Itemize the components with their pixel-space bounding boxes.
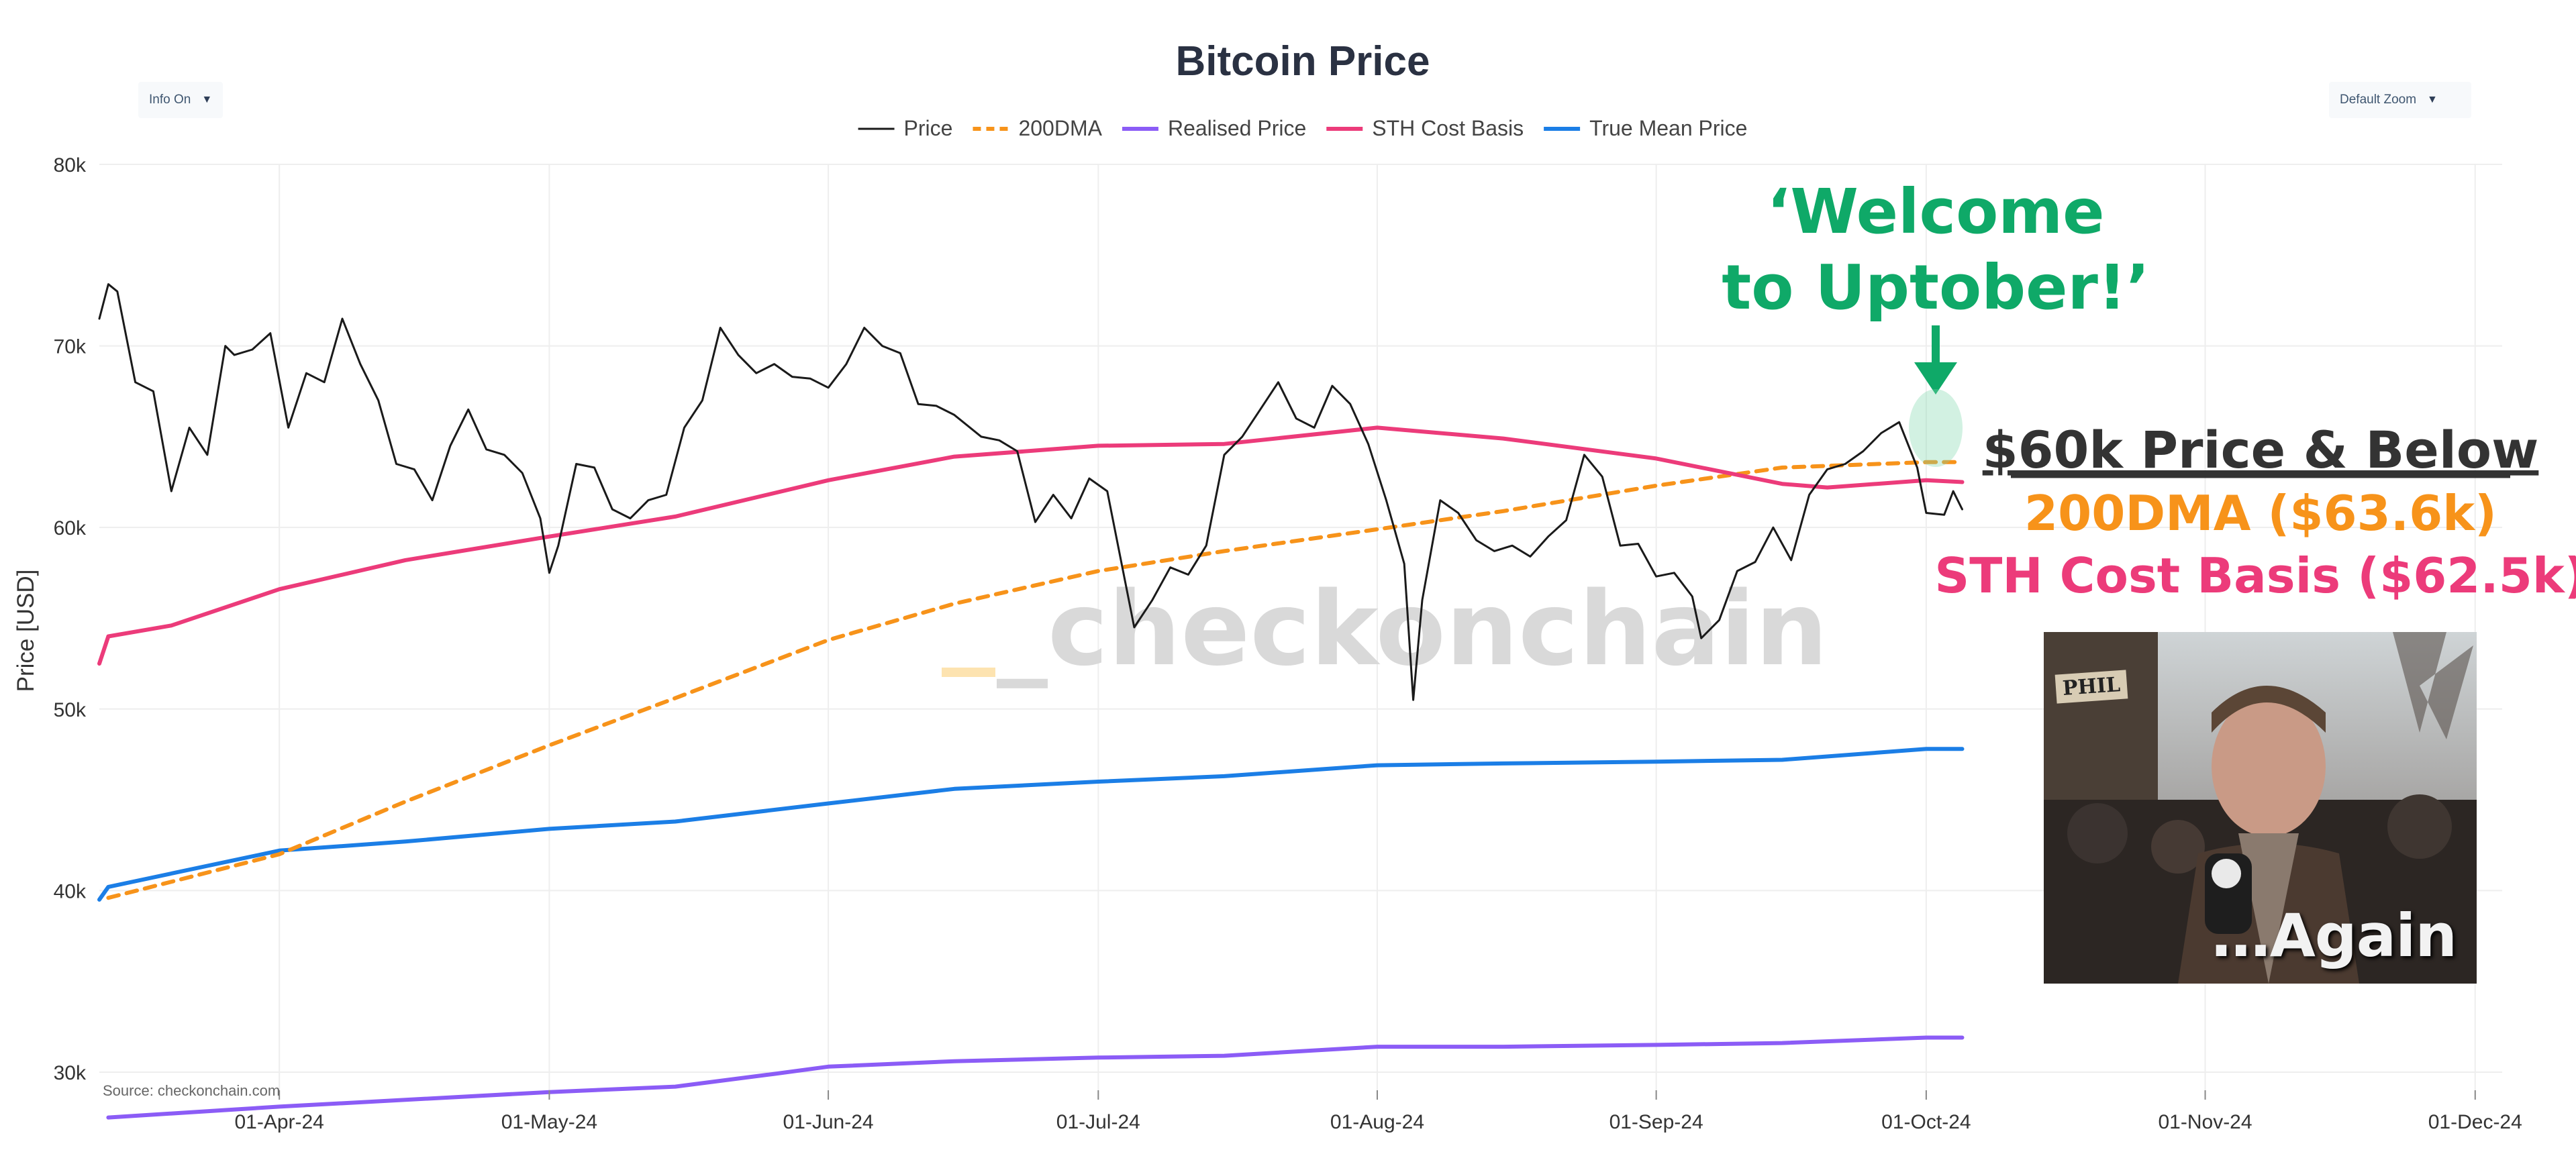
meme-photo: PHIL …Again <box>2044 632 2477 984</box>
chevron-down-icon: ▼ <box>2427 94 2438 105</box>
info-toggle-dropdown[interactable]: Info On ▼ <box>138 82 224 118</box>
photo-caption: …Again <box>2211 901 2457 970</box>
x-tick-label: 01-Apr-24 <box>234 1111 324 1133</box>
legend-label: Realised Price <box>1168 116 1306 140</box>
y-axis-label: Price [USD] <box>13 570 39 692</box>
welcome-line-2: to Uptober!’ <box>1722 252 2150 323</box>
series-line-sth-cost-basis <box>97 425 1965 666</box>
welcome-line-1: ‘Welcome <box>1767 176 2104 248</box>
x-tick-label: 01-Oct-24 <box>1881 1111 1971 1133</box>
x-tick-label: 01-Jul-24 <box>1056 1111 1140 1133</box>
legend-item-sth-cost-basis[interactable]: STH Cost Basis <box>1326 116 1524 140</box>
zoom-dropdown-label: Default Zoom <box>2340 93 2417 107</box>
x-tick-label: 01-Sep-24 <box>1609 1111 1703 1133</box>
legend-label: Price <box>904 116 953 140</box>
series-line-true-mean-price <box>97 747 1965 902</box>
y-tick-label: 50k <box>54 699 87 721</box>
legend-item-price[interactable]: Price <box>858 116 953 140</box>
legend-item-realised-price[interactable]: Realised Price <box>1122 116 1306 140</box>
x-tick-label: 01-Jun-24 <box>783 1111 874 1133</box>
x-axis-ticks: 01-Apr-24 01-May-24 01-Jun-24 01-Jul-24 01-A… <box>234 1090 2522 1133</box>
y-tick-label: 80k <box>54 154 87 176</box>
legend-item-true-mean-price[interactable]: True Mean Price <box>1544 116 1747 140</box>
watermark-bar <box>942 668 995 677</box>
x-tick-label: 01-Dec-24 <box>2428 1111 2522 1133</box>
chart-series <box>97 283 1965 1120</box>
dma-value-text: 200DMA ($63.6k) <box>2024 485 2497 541</box>
y-tick-label: 30k <box>54 1062 87 1084</box>
x-tick-label: 01-Aug-24 <box>1330 1111 1424 1133</box>
y-tick-label: 60k <box>54 517 87 539</box>
sth-value-text: STH Cost Basis ($62.5k) <box>1934 547 2576 604</box>
y-tick-label: 70k <box>54 336 87 358</box>
y-axis-ticks: 30k 40k 50k 60k 70k 80k <box>54 154 87 1084</box>
watermark: _checkonchain <box>942 570 1828 688</box>
watermark-text: _checkonchain <box>997 570 1828 688</box>
legend-label: STH Cost Basis <box>1372 116 1524 140</box>
info-toggle-label: Info On <box>149 93 191 107</box>
arrow-head <box>1914 362 1957 395</box>
meme-photo-illustration <box>2044 632 2477 984</box>
chart-title: Bitcoin Price <box>1176 38 1430 85</box>
y-tick-label: 40k <box>54 880 87 902</box>
zoom-dropdown[interactable]: Default Zoom ▼ <box>2329 82 2471 118</box>
x-tick-label: 01-May-24 <box>501 1111 597 1133</box>
chevron-down-icon: ▼ <box>201 94 213 105</box>
highlight-ellipse <box>1909 389 1963 467</box>
x-tick-label: 01-Nov-24 <box>2158 1111 2252 1133</box>
legend: Price 200DMA Realised Price STH Cost Basis T… <box>858 116 1747 140</box>
source-note: Source: checkonchain.com <box>103 1082 280 1099</box>
phil-sign: PHIL <box>2054 670 2128 704</box>
headline-text: $60k Price & Below <box>1983 420 2539 480</box>
welcome-arrow <box>1914 325 1957 395</box>
legend-label: True Mean Price <box>1589 116 1747 140</box>
series-line-price <box>98 283 1963 701</box>
series-line-realised-price <box>106 1035 1965 1120</box>
legend-item-200dma[interactable]: 200DMA <box>973 116 1103 140</box>
legend-label: 200DMA <box>1018 116 1102 140</box>
